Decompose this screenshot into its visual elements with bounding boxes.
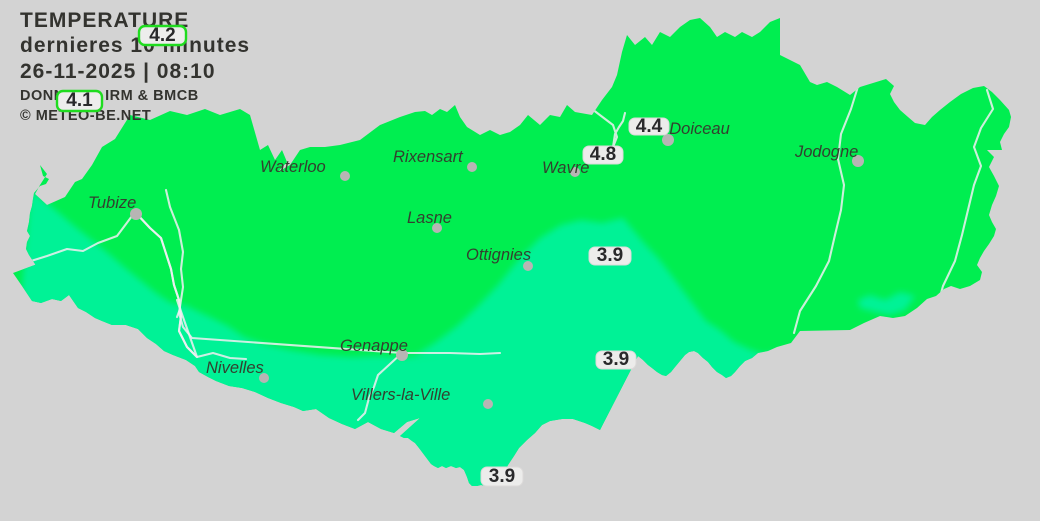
svg-text:4.8: 4.8 xyxy=(590,144,616,165)
svg-text:Lasne: Lasne xyxy=(407,209,452,227)
svg-text:Wavre: Wavre xyxy=(542,159,589,177)
svg-text:dernieres 10 minutes: dernieres 10 minutes xyxy=(20,34,250,57)
svg-text:Waterloo: Waterloo xyxy=(260,158,326,176)
svg-text:DONNEES: IRM & BMCB: DONNEES: IRM & BMCB xyxy=(20,88,199,104)
svg-text:Ottignies: Ottignies xyxy=(466,246,531,264)
svg-text:4.4: 4.4 xyxy=(636,116,663,137)
svg-text:4.1: 4.1 xyxy=(66,90,93,111)
svg-text:Tubize: Tubize xyxy=(88,194,136,212)
svg-text:Genappe: Genappe xyxy=(340,337,408,355)
svg-text:3.9: 3.9 xyxy=(597,245,623,266)
svg-text:26-11-2025 | 08:10: 26-11-2025 | 08:10 xyxy=(20,60,216,83)
svg-text:4.2: 4.2 xyxy=(149,25,175,46)
svg-text:3.9: 3.9 xyxy=(489,466,515,487)
svg-text:Rixensart: Rixensart xyxy=(393,148,464,166)
svg-text:Nivelles: Nivelles xyxy=(206,359,264,377)
svg-text:3.9: 3.9 xyxy=(603,349,629,370)
svg-text:Villers-la-Ville: Villers-la-Ville xyxy=(351,386,450,404)
svg-text:Jodogne: Jodogne xyxy=(794,143,858,161)
